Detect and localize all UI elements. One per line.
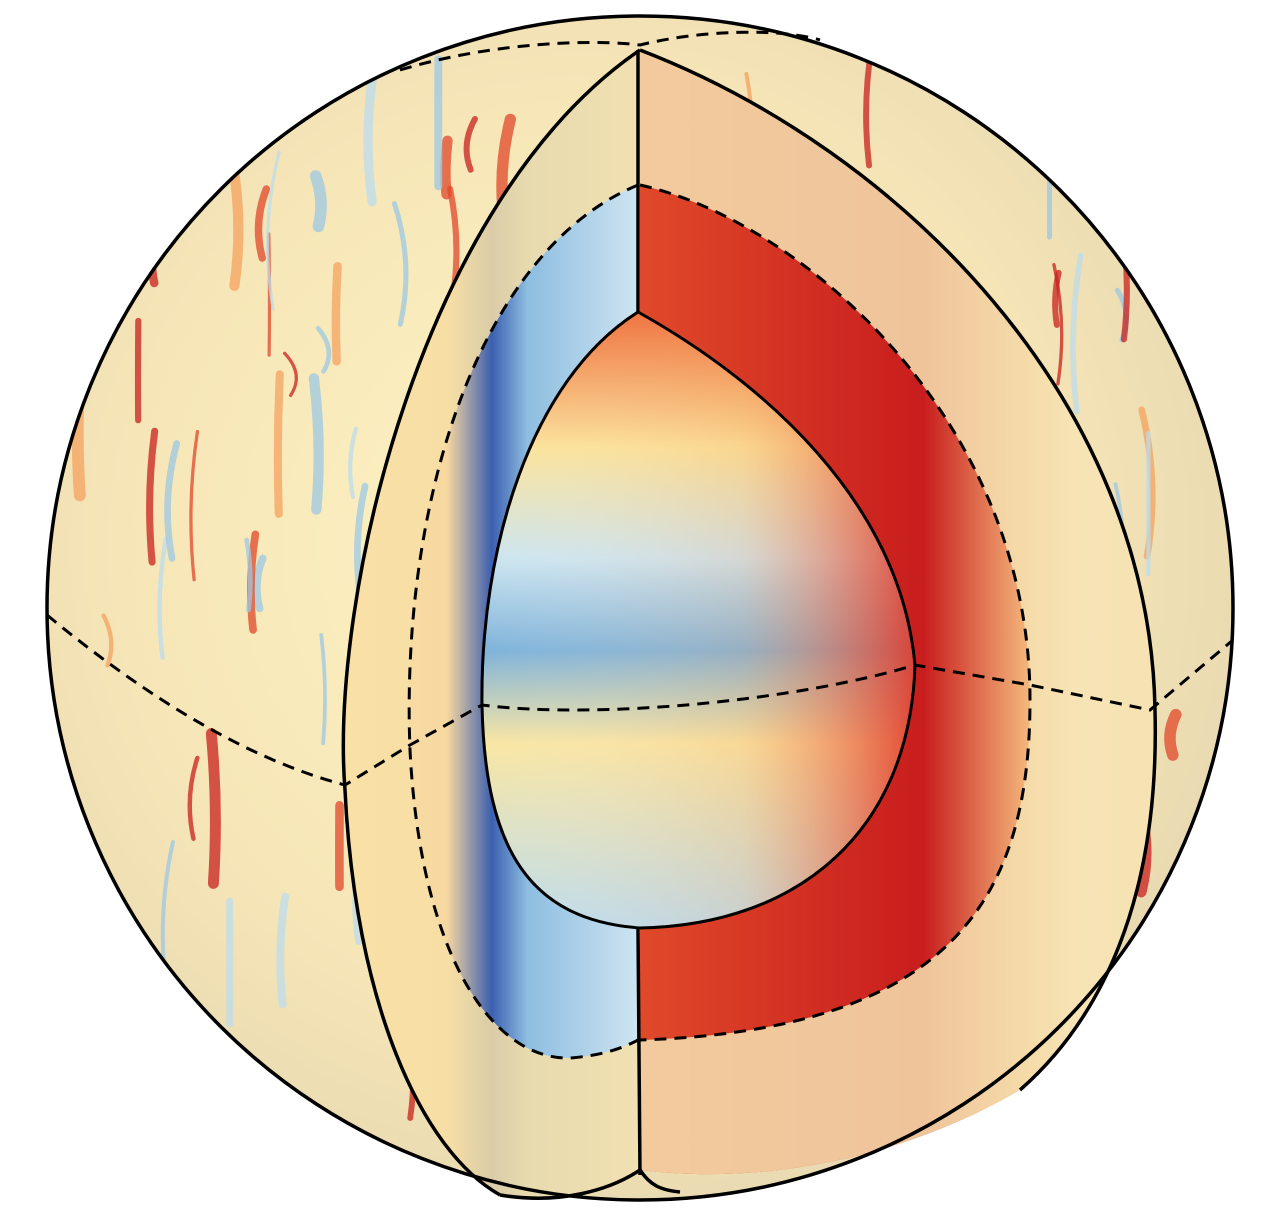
surface-streak [1052,269,1062,328]
dashed-boundaries [46,30,1234,1060]
surface-streak [146,427,159,566]
surface-streak [331,261,342,366]
surface-streak [106,90,121,178]
surface-streak [244,537,253,613]
surface-streak [282,351,298,398]
outer-sphere-outline [45,14,1235,1202]
surface-streak [101,613,114,668]
surface-streak [1127,117,1140,243]
surface-streak [174,75,186,179]
outer-shell-band-left [343,50,640,1199]
surface-streak [273,370,284,518]
surface-streak [308,373,324,515]
surface-streak [1164,708,1182,761]
surface-streak [319,633,327,746]
surface-streak [253,554,267,613]
dashed-top-meridian [399,30,821,72]
solid-outlines [45,14,1235,1202]
surface-streak [266,150,281,311]
surface-streak [309,170,327,233]
surface-streak [1070,252,1084,415]
surface-streak [161,1045,170,1145]
surface-streak [276,892,290,1009]
surface-streak [463,116,478,173]
surface-streak [1106,973,1125,1037]
vertical-seam-bottom [636,927,642,1176]
surface-streak [1172,890,1180,976]
surface-streak [187,755,200,841]
surface-streak [254,185,270,262]
surface-streak [1077,1028,1098,1139]
dashed-equator [46,613,1234,787]
right-meridian [639,48,1158,1092]
surface-streak [348,426,359,500]
surface-streak [147,228,161,288]
left-meridian [341,48,641,1197]
surface-streak [164,440,181,562]
surface-streak [315,325,332,374]
surface-streak [205,728,221,889]
surface-streak [440,135,453,200]
dashed-inner-right [639,183,1032,1042]
surface-streak [78,934,100,1004]
dashed-inner-left [407,183,639,1060]
outer-shell-band-right [640,50,1156,1175]
surface-streak [189,430,200,582]
surface-streak [157,536,168,661]
bottom-notch [499,1167,681,1200]
surface-streak [391,201,409,327]
inner-core-shading [480,310,917,930]
surface-streak [1097,48,1106,161]
surface-streak [1156,951,1168,1056]
